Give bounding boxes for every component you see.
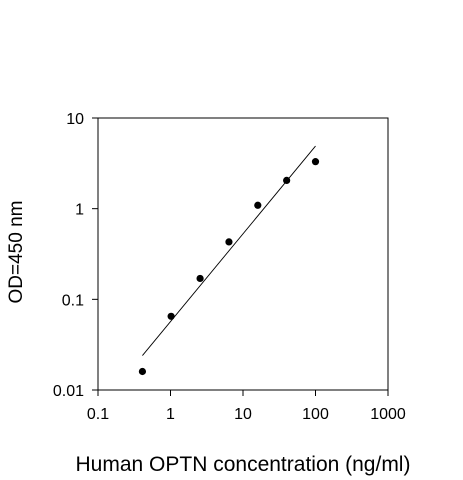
data-point xyxy=(283,176,291,185)
data-points xyxy=(138,158,320,376)
data-point xyxy=(225,238,233,246)
fit-line-group xyxy=(142,145,316,356)
y-tick-label: 0.01 xyxy=(53,383,84,400)
data-point xyxy=(138,367,147,376)
y-tick-label: 0.1 xyxy=(62,292,84,309)
data-point xyxy=(196,274,204,283)
x-axis: 0.1 1 10 100 1000 xyxy=(87,390,406,423)
data-point xyxy=(254,201,262,209)
y-tick-label: 10 xyxy=(66,111,84,128)
x-axis-title: Human OPTN concentration (ng/ml) xyxy=(76,453,411,476)
x-tick-label: 1000 xyxy=(370,406,406,423)
x-tick-label: 100 xyxy=(302,406,329,423)
y-axis-title: OD=450 nm xyxy=(6,201,27,304)
y-axis: 0.01 0.1 1 10 xyxy=(53,111,98,400)
plot-border xyxy=(97,117,389,391)
data-point xyxy=(311,158,320,166)
x-tick-label: 0.1 xyxy=(87,406,109,423)
y-tick-label: 1 xyxy=(75,202,84,219)
fit-line xyxy=(142,145,316,356)
x-tick-label: 1 xyxy=(166,406,175,423)
x-tick-label: 10 xyxy=(234,406,252,423)
plot-area xyxy=(97,117,389,391)
data-point xyxy=(167,312,175,320)
